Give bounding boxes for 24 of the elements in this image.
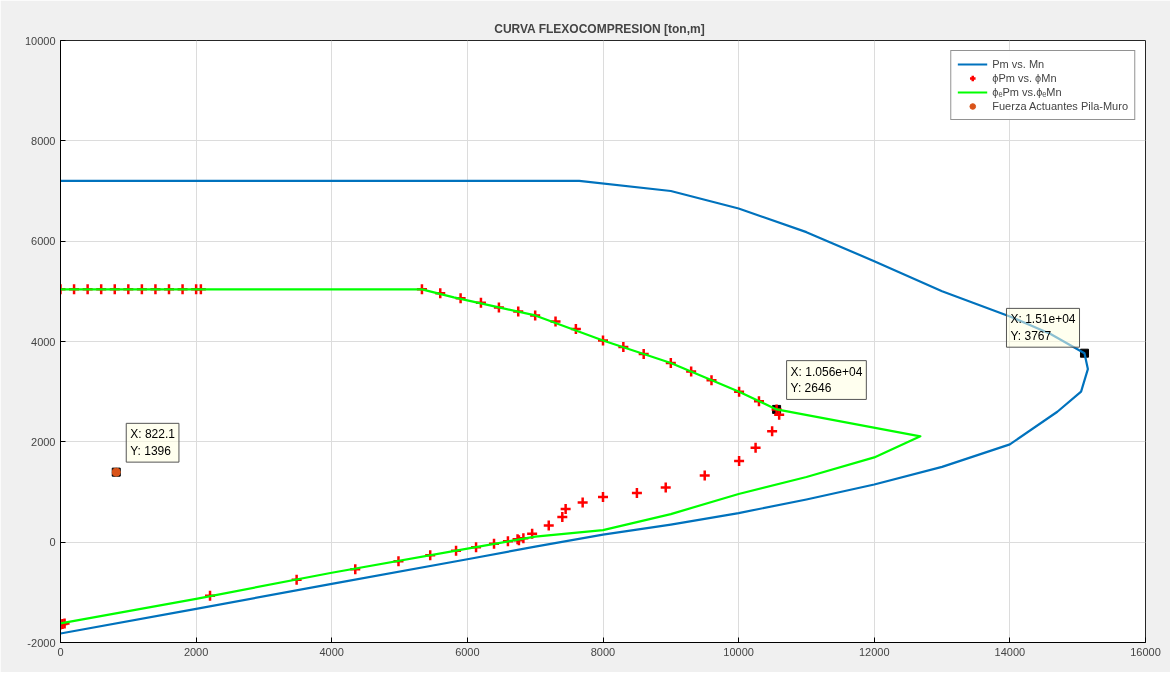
x-tick-label: 6000: [455, 645, 480, 658]
annotation: X: 1.51e+04 Y: 3767: [1010, 312, 1076, 344]
annotation: X: 1.056e+04 Y: 2646: [790, 364, 863, 396]
legend-label: Fuerza Actuantes Pila-Muro: [992, 99, 1128, 113]
x-tick-label: 10000: [723, 645, 754, 658]
x-tick-label: 0: [57, 645, 64, 658]
x-tick-label: 8000: [590, 645, 616, 658]
legend-label: ϕPm vs. ϕMn: [992, 71, 1057, 85]
x-tick-label: 16000: [1130, 645, 1161, 658]
y-tick-label: 0: [49, 536, 56, 549]
y-tick-label: 6000: [31, 235, 56, 248]
x-tick-label: 12000: [858, 645, 890, 658]
annotation: X: 822.1 Y: 1396: [130, 427, 176, 459]
y-tick-label: 4000: [31, 335, 56, 348]
x-tick-label: 4000: [319, 645, 344, 658]
y-tick-label: 2000: [31, 435, 56, 448]
y-tick-label: 8000: [31, 134, 56, 147]
x-tick-label: 2000: [183, 645, 209, 658]
x-tick-label: 14000: [994, 645, 1026, 658]
legend-label: ϕₑPm vs.ϕₑMn: [992, 85, 1062, 99]
chart-title: CURVA FLEXOCOMPRESION [ton,m]: [494, 21, 705, 36]
y-tick-label: -2000: [27, 636, 56, 649]
y-tick-label: 10000: [24, 34, 56, 47]
legend-label: Pm vs. Mn: [992, 57, 1045, 71]
